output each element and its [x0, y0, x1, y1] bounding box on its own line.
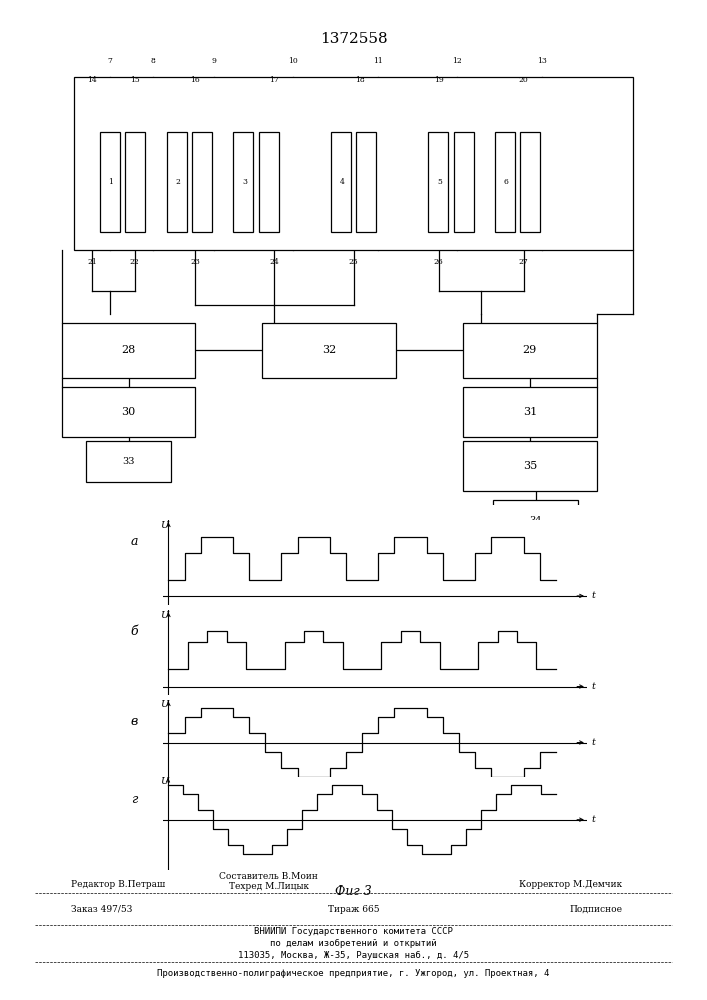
Bar: [495, 132, 515, 232]
Text: 19: 19: [434, 76, 443, 84]
Text: а: а: [131, 535, 138, 548]
Text: 33: 33: [122, 457, 135, 466]
Text: ВНИИПИ Государственного комитета СССР: ВНИИПИ Государственного комитета СССР: [254, 927, 453, 936]
Bar: [262, 323, 396, 378]
Text: б: б: [131, 625, 138, 638]
Bar: [192, 132, 212, 232]
Bar: [167, 132, 187, 232]
Text: 29: 29: [522, 345, 537, 355]
Text: 22: 22: [130, 258, 139, 266]
Text: 30: 30: [122, 407, 136, 417]
Bar: [520, 132, 540, 232]
Bar: [331, 132, 351, 232]
Text: 25: 25: [349, 258, 358, 266]
Text: 8: 8: [151, 57, 156, 65]
Text: Корректор М.Демчик: Корректор М.Демчик: [519, 880, 622, 889]
Text: 31: 31: [522, 407, 537, 417]
Text: 20: 20: [519, 76, 529, 84]
Text: 1: 1: [109, 178, 114, 186]
Text: г: г: [131, 793, 138, 806]
Text: 26: 26: [434, 258, 443, 266]
Bar: [125, 132, 145, 232]
Bar: [463, 387, 597, 437]
Text: по делам изобретений и открытий: по делам изобретений и открытий: [270, 939, 437, 948]
Text: t: t: [591, 738, 595, 747]
Text: 24: 24: [269, 258, 279, 266]
Text: t: t: [591, 591, 595, 600]
Text: 17: 17: [269, 76, 279, 84]
Text: Подписное: Подписное: [569, 904, 622, 914]
Text: 32: 32: [322, 345, 337, 355]
Text: Заказ 497/53: Заказ 497/53: [71, 904, 132, 914]
Text: Техред М.Лицык: Техред М.Лицык: [228, 882, 309, 891]
Text: 6: 6: [504, 178, 509, 186]
Text: 5: 5: [437, 178, 442, 186]
Text: 113035, Москва, Ж-35, Раушская наб., д. 4/5: 113035, Москва, Ж-35, Раушская наб., д. …: [238, 951, 469, 960]
Text: 4: 4: [339, 178, 344, 186]
Text: 12: 12: [452, 57, 462, 65]
Text: 23: 23: [190, 258, 200, 266]
Text: 34: 34: [530, 516, 542, 525]
Text: в: в: [131, 715, 138, 728]
Text: U: U: [160, 777, 168, 786]
Bar: [86, 441, 171, 482]
Bar: [453, 132, 474, 232]
Text: Фиг 2: Фиг 2: [323, 573, 360, 586]
Text: 35: 35: [522, 461, 537, 471]
Bar: [100, 132, 119, 232]
Text: Тираж 665: Тираж 665: [327, 904, 380, 914]
Text: 2: 2: [175, 178, 180, 186]
Bar: [62, 387, 195, 437]
Text: 16: 16: [191, 76, 200, 84]
Text: 27: 27: [519, 258, 529, 266]
Bar: [62, 323, 195, 378]
Bar: [428, 132, 448, 232]
Text: Составитель В.Моин: Составитель В.Моин: [219, 872, 318, 881]
Text: U: U: [160, 611, 168, 620]
Text: 13: 13: [537, 57, 547, 65]
Text: 9: 9: [211, 57, 216, 65]
Bar: [259, 132, 279, 232]
Text: 1372558: 1372558: [320, 32, 387, 46]
Text: Редактор В.Петраш: Редактор В.Петраш: [71, 880, 165, 889]
Text: 14: 14: [87, 76, 97, 84]
Text: 10: 10: [288, 57, 298, 65]
Text: 18: 18: [355, 76, 364, 84]
Text: 3: 3: [243, 178, 247, 186]
Text: Производственно-полиграфическое предприятие, г. Ужгород, ул. Проектная, 4: Производственно-полиграфическое предприя…: [158, 970, 549, 978]
Bar: [463, 441, 597, 491]
Text: t: t: [591, 682, 595, 691]
Text: Фиг 3: Фиг 3: [335, 885, 372, 898]
Bar: [233, 132, 254, 232]
Bar: [74, 77, 633, 250]
Text: 7: 7: [108, 57, 112, 65]
Text: 21: 21: [87, 258, 97, 266]
Text: U: U: [160, 521, 168, 530]
Text: 11: 11: [373, 57, 382, 65]
Text: U: U: [160, 700, 168, 709]
Bar: [356, 132, 376, 232]
Text: 28: 28: [122, 345, 136, 355]
Text: t: t: [591, 815, 595, 824]
Bar: [463, 323, 597, 378]
Bar: [493, 500, 578, 541]
Text: 15: 15: [130, 76, 139, 84]
